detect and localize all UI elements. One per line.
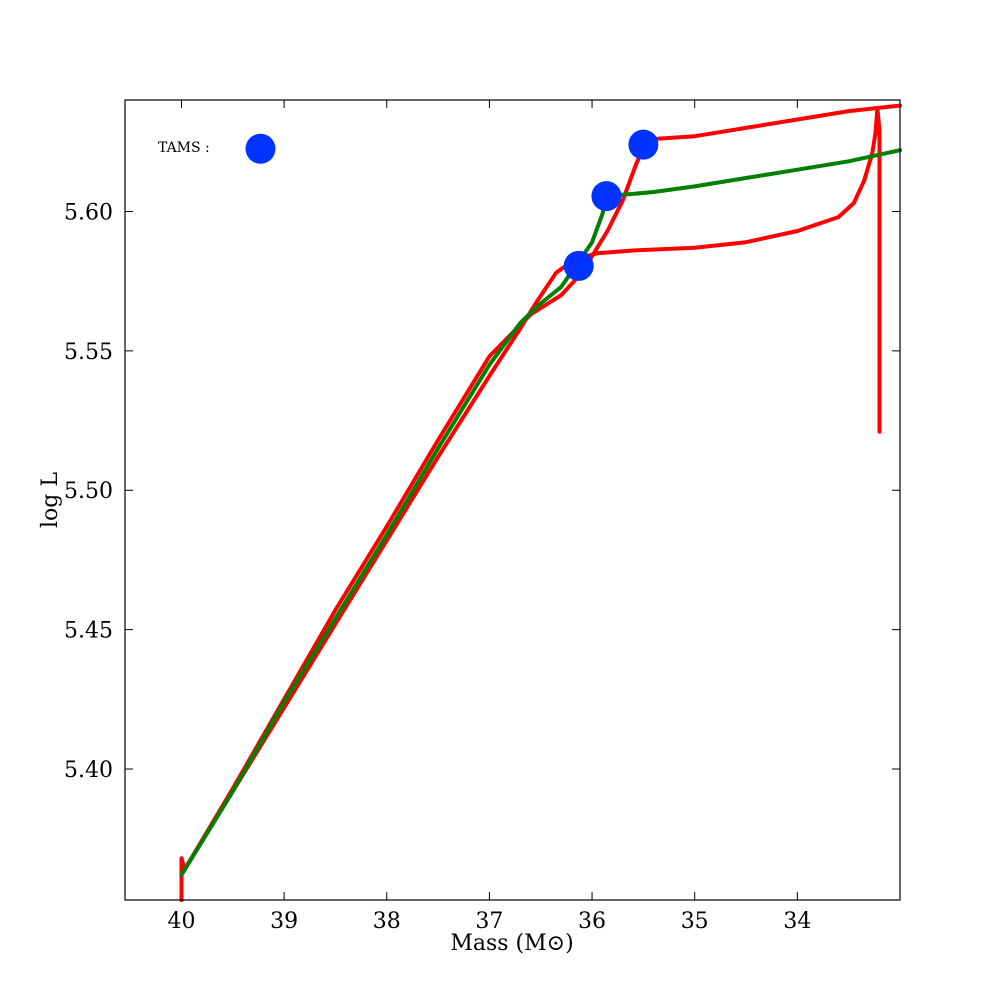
x-tick-label-3: 37 (475, 909, 503, 934)
x-tick-label-5: 35 (681, 909, 709, 934)
x-tick-label-2: 38 (373, 909, 401, 934)
series-line-1 (179, 103, 902, 877)
x-tick-label-1: 39 (270, 909, 298, 934)
x-tick-label-0: 40 (167, 909, 195, 934)
x-axis-label: Mass (M⊙) (450, 931, 573, 956)
y-tick-label-0: 5.40 (64, 758, 113, 783)
markers-layer (245, 129, 659, 281)
plot-area (125, 100, 900, 900)
x-tick-label-4: 36 (578, 909, 606, 934)
legend-marker (245, 133, 276, 164)
y-tick-label-2: 5.50 (64, 479, 113, 504)
legend-label: TAMS : (158, 140, 210, 156)
x-tick-label-6: 34 (783, 909, 811, 934)
ticks-layer: 40 39 38 37 36 35 34 5.40 5.45 5.50 5.55 5.60 (64, 100, 900, 934)
y-tick-label-1: 5.45 (64, 619, 113, 644)
plot-frame (124, 99, 901, 901)
y-axis-label: log L (38, 472, 63, 528)
tams-marker-2 (591, 181, 622, 212)
legend: TAMS : (158, 140, 210, 156)
series-line-0 (179, 106, 882, 902)
tams-marker-1 (563, 250, 594, 281)
y-tick-label-3: 5.55 (64, 340, 113, 365)
tams-marker-3 (628, 129, 659, 160)
y-tick-label-4: 5.60 (64, 200, 113, 225)
